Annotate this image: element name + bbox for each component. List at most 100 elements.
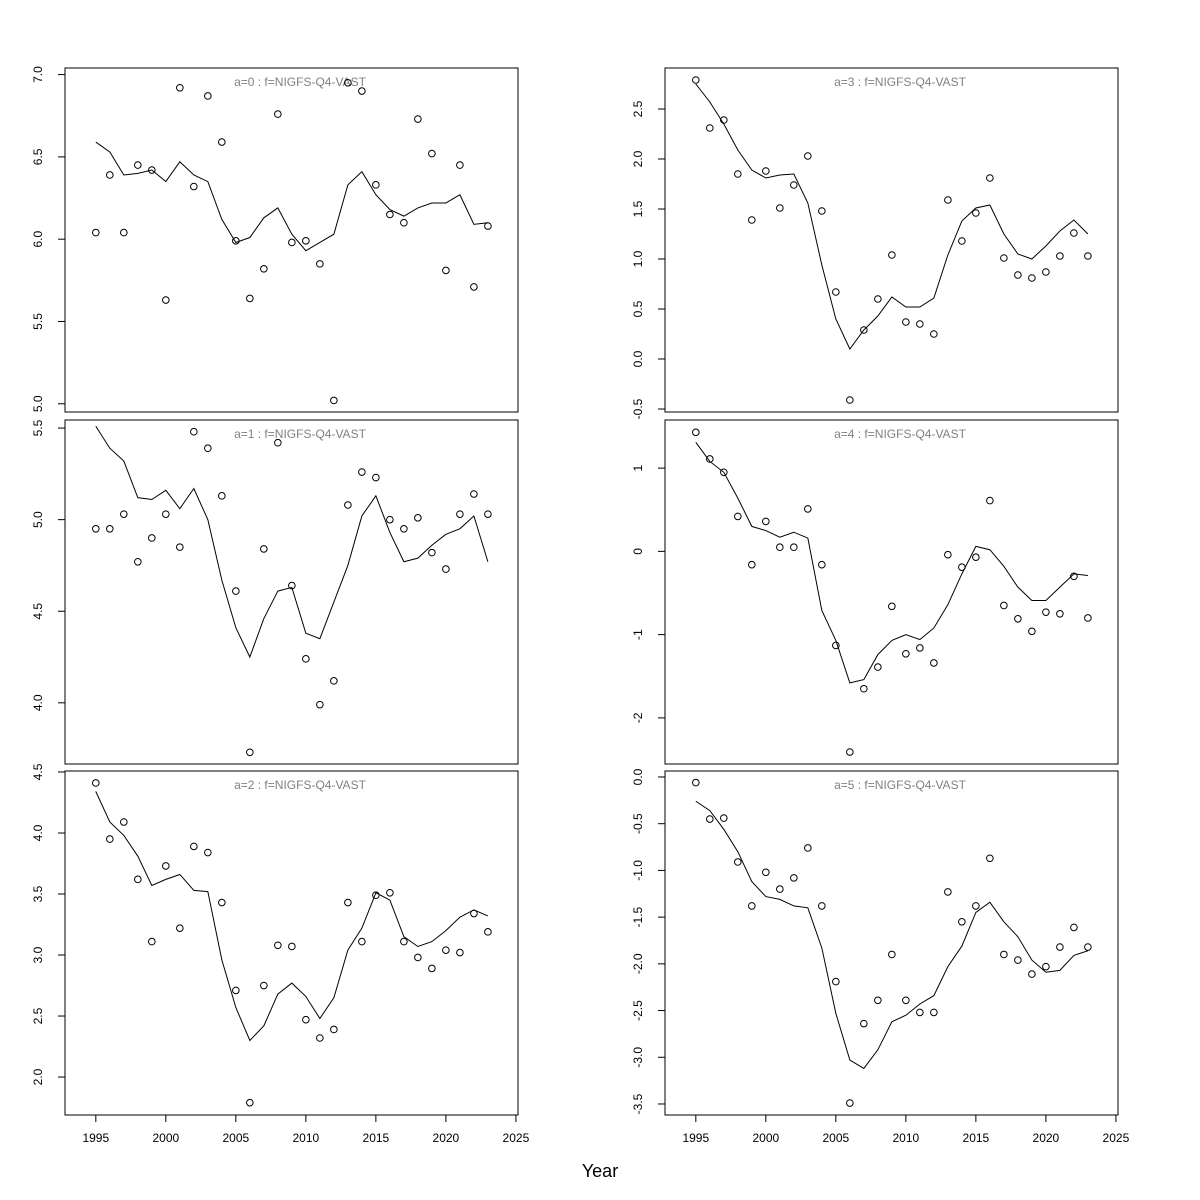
observation	[470, 283, 478, 291]
y-tick-label: -1.0	[631, 860, 645, 881]
observation	[916, 1008, 924, 1017]
observation	[176, 543, 184, 551]
y-tick-label: 5.5	[31, 313, 45, 330]
observation	[776, 885, 784, 893]
observation	[1014, 956, 1022, 964]
observation	[692, 778, 700, 787]
observation	[930, 659, 938, 667]
observation	[1070, 229, 1078, 237]
x-tick-label: 2020	[1033, 1131, 1060, 1145]
observation	[832, 288, 840, 296]
observation	[1000, 601, 1008, 610]
observation	[706, 455, 714, 463]
y-tick-label: 2.0	[631, 150, 645, 167]
observation	[790, 181, 798, 189]
observation	[274, 110, 282, 118]
observation	[790, 874, 798, 882]
panel-title: a=4 : f=NIGFS-Q4-VAST	[834, 427, 966, 441]
panel-title: a=5 : f=NIGFS-Q4-VAST	[834, 778, 966, 792]
observation	[400, 937, 408, 946]
observation	[330, 677, 338, 685]
observation	[134, 557, 142, 566]
observation	[972, 209, 980, 217]
observation	[944, 888, 952, 896]
observation	[400, 525, 408, 533]
observation	[120, 510, 128, 518]
observation	[804, 844, 812, 852]
observation	[986, 174, 994, 182]
observation	[1070, 923, 1078, 932]
y-tick-label: 4.0	[31, 824, 45, 841]
y-tick-label: -2.0	[631, 953, 645, 974]
observation	[456, 948, 464, 957]
observation	[706, 124, 714, 132]
observation	[316, 1034, 324, 1042]
observation	[134, 161, 142, 169]
observation	[944, 196, 952, 204]
observation	[1084, 614, 1092, 622]
observation	[874, 663, 882, 671]
y-tick-label: 5.0	[31, 511, 45, 528]
observation	[1084, 943, 1092, 951]
observation	[316, 700, 324, 709]
plot-frame	[64, 67, 519, 413]
panel-title: a=0 : f=NIGFS-Q4-VAST	[234, 75, 366, 89]
fit-line	[695, 800, 1089, 1070]
y-tick-label: 0.5	[631, 300, 645, 317]
observation	[456, 161, 464, 169]
panel-title: a=2 : f=NIGFS-Q4-VAST	[234, 778, 366, 792]
observation	[916, 320, 924, 328]
observation	[958, 917, 966, 926]
fit-line	[695, 442, 1088, 684]
observation	[204, 444, 212, 453]
observation	[720, 814, 728, 822]
observation	[330, 1025, 338, 1034]
observation	[846, 1099, 854, 1107]
plot-frame	[64, 419, 519, 765]
observation	[106, 171, 114, 179]
observation	[818, 207, 826, 215]
observation	[832, 977, 840, 986]
x-tick-label: 2010	[893, 1131, 920, 1145]
x-tick-label: 2010	[293, 1131, 320, 1145]
observation	[874, 295, 882, 303]
y-tick-label: 4.5	[31, 763, 45, 780]
observation	[762, 167, 770, 175]
observation	[818, 902, 826, 910]
observation	[218, 138, 226, 146]
observation	[106, 525, 114, 533]
x-tick-label: 2015	[363, 1131, 390, 1145]
observation	[986, 496, 994, 505]
x-tick-label: 2005	[222, 1131, 249, 1145]
observation	[386, 515, 394, 524]
observation	[692, 428, 700, 437]
y-tick-label: 3.5	[31, 885, 45, 902]
observation	[958, 237, 966, 245]
y-tick-label: -1	[631, 629, 645, 640]
observation	[790, 543, 798, 552]
observation	[860, 684, 868, 693]
fit-line	[95, 425, 489, 659]
observation	[372, 181, 380, 189]
observation	[762, 517, 770, 526]
observation	[456, 510, 464, 518]
plot-frame	[664, 770, 1119, 1116]
observation	[442, 266, 450, 275]
observation	[902, 996, 910, 1005]
y-tick-label: 5.0	[31, 395, 45, 412]
y-tick-label: 0	[631, 548, 645, 555]
observation	[888, 950, 896, 959]
observation	[1014, 615, 1022, 623]
observation	[400, 218, 408, 227]
fit-line	[95, 141, 488, 252]
y-tick-label: -3.0	[631, 1047, 645, 1068]
observation	[372, 473, 380, 482]
fit-line	[95, 791, 489, 1042]
observation	[692, 76, 700, 84]
y-tick-label: -2.5	[631, 1000, 645, 1021]
fit-line	[695, 83, 1089, 350]
observation	[804, 505, 812, 513]
observation	[302, 655, 310, 663]
observation	[92, 779, 100, 787]
